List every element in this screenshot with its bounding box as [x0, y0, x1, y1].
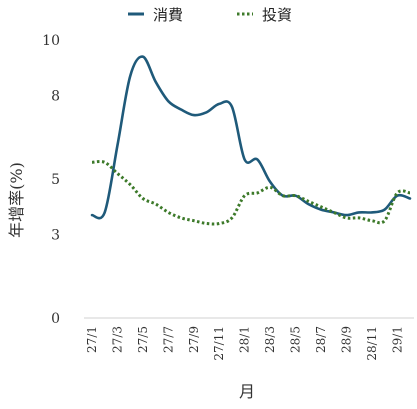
legend: 消費 投資: [128, 6, 292, 24]
x-tick-label: 28/7: [314, 326, 328, 353]
y-tick-label: 5: [51, 172, 60, 188]
x-tick-label: 27/7: [161, 326, 175, 353]
x-tick-label: 27/9: [187, 326, 201, 353]
x-tick-label: 28/3: [263, 326, 277, 353]
x-tick-label: 28/9: [339, 326, 353, 353]
y-tick-label: 8: [51, 89, 60, 105]
series-lines: [90, 55, 412, 226]
y-axis-ticks: 0 3 5 8 10: [42, 33, 60, 327]
x-axis-title: 月: [239, 382, 255, 401]
y-tick-label: 0: [51, 311, 60, 327]
legend-label-2: 投資: [262, 6, 292, 24]
x-tick-label: 28/5: [289, 326, 303, 353]
x-tick-label: 28/1: [238, 326, 252, 353]
legend-label-1: 消費: [153, 6, 183, 24]
y-axis-title: 年增率(%): [7, 162, 26, 238]
x-tick-label: 27/5: [136, 326, 150, 353]
x-tick-label: 28/11: [365, 326, 379, 361]
x-tick-label: 29/1: [390, 326, 404, 353]
x-tick-label: 27/1: [85, 326, 99, 353]
x-tick-label: 27/11: [212, 326, 226, 361]
y-tick-label: 10: [42, 33, 60, 49]
series-line-1: [90, 55, 412, 220]
x-tick-label: 27/3: [110, 326, 124, 353]
series-line-2: [91, 160, 411, 226]
x-axis-ticks: 27/1 27/3 27/5 27/7 27/9 27/11 28/1 28/3 28/5 28/…: [85, 326, 404, 361]
y-tick-label: 3: [51, 228, 60, 244]
